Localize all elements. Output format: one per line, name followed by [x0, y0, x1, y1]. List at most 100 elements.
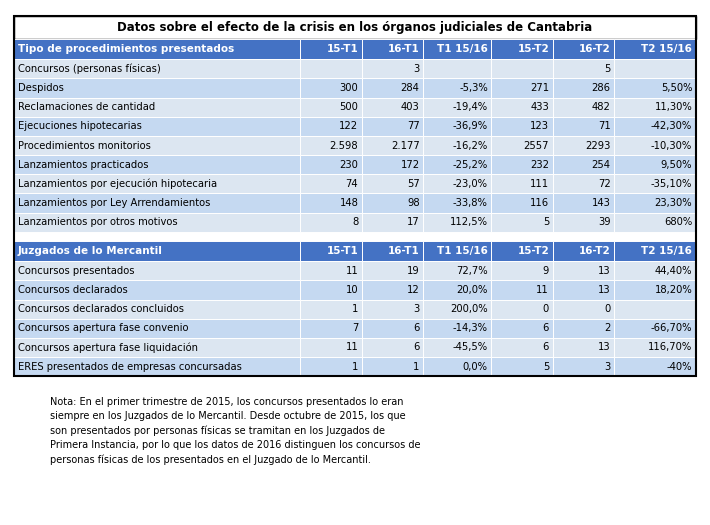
- Text: 2557: 2557: [523, 141, 549, 151]
- Bar: [362, 155, 423, 174]
- Bar: [491, 59, 552, 79]
- Text: 116: 116: [530, 198, 549, 208]
- Bar: [423, 261, 491, 280]
- Bar: [614, 213, 696, 232]
- Text: 57: 57: [407, 179, 420, 189]
- Text: -23,0%: -23,0%: [453, 179, 488, 189]
- Bar: [14, 261, 300, 280]
- Bar: [552, 299, 614, 319]
- Text: 300: 300: [339, 83, 359, 93]
- Text: 74: 74: [346, 179, 359, 189]
- Text: 254: 254: [591, 160, 611, 170]
- Bar: [614, 39, 696, 59]
- Text: 200,0%: 200,0%: [450, 304, 488, 314]
- Text: 6: 6: [413, 342, 420, 352]
- Bar: [300, 79, 362, 98]
- Text: Reclamaciones de cantidad: Reclamaciones de cantidad: [18, 102, 155, 112]
- Bar: [423, 117, 491, 136]
- Text: 3: 3: [413, 304, 420, 314]
- Text: 6: 6: [542, 342, 549, 352]
- Bar: [614, 357, 696, 376]
- Bar: [423, 319, 491, 338]
- Bar: [300, 213, 362, 232]
- Bar: [614, 117, 696, 136]
- Text: 482: 482: [591, 102, 611, 112]
- Bar: [491, 357, 552, 376]
- Bar: [423, 136, 491, 155]
- Text: 13: 13: [598, 342, 611, 352]
- Text: Ejecuciones hipotecarias: Ejecuciones hipotecarias: [18, 121, 141, 131]
- Text: Nota: En el primer trimestre de 2015, los concursos presentados lo eran
siempre : Nota: En el primer trimestre de 2015, lo…: [50, 397, 420, 465]
- Text: 17: 17: [407, 217, 420, 227]
- Bar: [300, 357, 362, 376]
- Text: Lanzamientos por Ley Arrendamientos: Lanzamientos por Ley Arrendamientos: [18, 198, 210, 208]
- Text: ERES presentados de empresas concursadas: ERES presentados de empresas concursadas: [18, 362, 241, 372]
- Bar: [14, 16, 696, 376]
- Text: 433: 433: [530, 102, 549, 112]
- Bar: [552, 261, 614, 280]
- Bar: [552, 174, 614, 193]
- Text: Lanzamientos por ejecución hipotecaria: Lanzamientos por ejecución hipotecaria: [18, 178, 217, 189]
- Bar: [14, 136, 300, 155]
- Bar: [362, 98, 423, 117]
- Bar: [362, 136, 423, 155]
- Bar: [552, 136, 614, 155]
- Text: -25,2%: -25,2%: [452, 160, 488, 170]
- Bar: [552, 117, 614, 136]
- Bar: [14, 174, 300, 193]
- Text: 3: 3: [413, 64, 420, 74]
- Bar: [300, 155, 362, 174]
- Text: 500: 500: [339, 102, 359, 112]
- Bar: [491, 261, 552, 280]
- Text: 16-T1: 16-T1: [388, 246, 420, 256]
- Bar: [552, 213, 614, 232]
- Text: 1: 1: [352, 304, 359, 314]
- Text: 11,30%: 11,30%: [655, 102, 692, 112]
- Text: 0: 0: [604, 304, 611, 314]
- Bar: [14, 280, 300, 299]
- Bar: [300, 39, 362, 59]
- Bar: [300, 174, 362, 193]
- Text: 5: 5: [542, 217, 549, 227]
- Text: Concursos presentados: Concursos presentados: [18, 266, 134, 276]
- Bar: [423, 338, 491, 357]
- Text: T1 15/16: T1 15/16: [437, 246, 488, 256]
- Bar: [362, 59, 423, 79]
- Text: 172: 172: [400, 160, 420, 170]
- Text: 2.177: 2.177: [391, 141, 420, 151]
- Bar: [614, 79, 696, 98]
- Bar: [362, 280, 423, 299]
- Text: 116,70%: 116,70%: [648, 342, 692, 352]
- Bar: [423, 59, 491, 79]
- Bar: [14, 241, 300, 261]
- Text: -66,70%: -66,70%: [651, 323, 692, 333]
- Bar: [614, 280, 696, 299]
- Text: -5,3%: -5,3%: [459, 83, 488, 93]
- Bar: [14, 79, 300, 98]
- Bar: [423, 79, 491, 98]
- Text: 0: 0: [543, 304, 549, 314]
- Text: 23,30%: 23,30%: [655, 198, 692, 208]
- Bar: [14, 98, 300, 117]
- Text: -45,5%: -45,5%: [453, 342, 488, 352]
- Text: 18,20%: 18,20%: [655, 285, 692, 295]
- Bar: [423, 155, 491, 174]
- Bar: [552, 98, 614, 117]
- Bar: [362, 241, 423, 261]
- Bar: [552, 59, 614, 79]
- Bar: [491, 319, 552, 338]
- Text: -14,3%: -14,3%: [453, 323, 488, 333]
- Bar: [300, 299, 362, 319]
- Text: 1: 1: [352, 362, 359, 372]
- Text: 77: 77: [407, 121, 420, 131]
- Text: 230: 230: [339, 160, 359, 170]
- Text: 15-T2: 15-T2: [518, 44, 549, 55]
- Bar: [300, 261, 362, 280]
- Text: Concursos apertura fase convenio: Concursos apertura fase convenio: [18, 323, 188, 333]
- Bar: [614, 136, 696, 155]
- Text: 2293: 2293: [585, 141, 611, 151]
- Text: 2.598: 2.598: [329, 141, 359, 151]
- Text: 148: 148: [339, 198, 359, 208]
- Text: 11: 11: [346, 266, 359, 276]
- Bar: [491, 39, 552, 59]
